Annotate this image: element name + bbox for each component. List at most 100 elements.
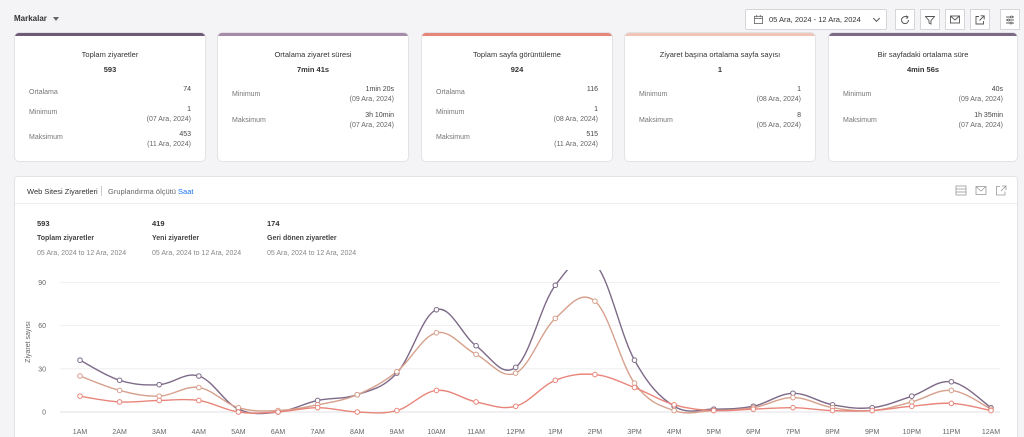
data-point[interactable] bbox=[473, 351, 479, 358]
row-value: 1 bbox=[594, 106, 598, 113]
data-point[interactable] bbox=[314, 404, 321, 411]
x-tick-label: 11PM bbox=[943, 429, 961, 436]
data-point[interactable] bbox=[710, 407, 717, 414]
data-point[interactable] bbox=[156, 381, 163, 388]
data-point[interactable] bbox=[948, 400, 955, 407]
data-point[interactable] bbox=[77, 393, 83, 399]
export-button[interactable] bbox=[970, 9, 990, 30]
kpi-range: 05 Ara, 2024 to 12 Ara, 2024 bbox=[267, 250, 357, 257]
x-axis-ticks: 1AM 2AM 3AM 4AM 5AM 6AM 7AM 8AM 9AM 10AM 11AM 12PM 1… bbox=[73, 429, 1001, 436]
x-tick-label: 8PM bbox=[825, 429, 840, 436]
row-value: 1min 20s bbox=[365, 86, 394, 93]
data-point[interactable] bbox=[948, 387, 955, 394]
data-point[interactable] bbox=[790, 394, 796, 401]
data-point[interactable] bbox=[473, 342, 479, 349]
x-tick-label: 11AM bbox=[467, 429, 485, 436]
settings-button[interactable] bbox=[1000, 9, 1020, 30]
card-accent-bar bbox=[218, 33, 408, 36]
x-tick-label: 9PM bbox=[865, 429, 880, 436]
data-point[interactable] bbox=[908, 403, 915, 410]
data-point[interactable] bbox=[631, 384, 638, 391]
x-tick-label: 1AM bbox=[73, 429, 88, 436]
data-point[interactable] bbox=[948, 378, 955, 385]
data-point[interactable] bbox=[196, 384, 202, 391]
data-point[interactable] bbox=[394, 407, 400, 414]
data-point[interactable] bbox=[196, 397, 202, 404]
data-point[interactable] bbox=[394, 368, 400, 375]
x-tick-label: 10PM bbox=[903, 429, 921, 436]
x-tick-label: 9AM bbox=[390, 429, 405, 436]
data-point[interactable] bbox=[275, 409, 281, 415]
x-tick-label: 1PM bbox=[548, 429, 563, 436]
data-point[interactable] bbox=[592, 371, 598, 378]
x-tick-label: 12PM bbox=[507, 429, 525, 436]
data-point[interactable] bbox=[512, 370, 519, 376]
data-point[interactable] bbox=[552, 315, 559, 322]
data-point[interactable] bbox=[196, 373, 202, 379]
row-label: Maksimum bbox=[232, 117, 266, 124]
row-date: (07 Ara, 2024) bbox=[958, 122, 1003, 129]
data-point[interactable] bbox=[433, 306, 440, 313]
series-line-0 bbox=[79, 270, 992, 415]
email-button[interactable] bbox=[945, 9, 965, 30]
card-title: Toplam ziyaretler bbox=[81, 50, 139, 59]
data-point[interactable] bbox=[354, 391, 361, 398]
data-point[interactable] bbox=[552, 282, 559, 289]
data-point[interactable] bbox=[116, 377, 123, 384]
data-point[interactable] bbox=[552, 377, 559, 384]
row-value: 3h 10min bbox=[365, 112, 394, 119]
chevron-down-icon bbox=[872, 14, 881, 23]
data-point[interactable] bbox=[512, 364, 519, 371]
mail-icon[interactable] bbox=[975, 185, 987, 196]
data-point[interactable] bbox=[77, 373, 83, 379]
kpi-value: 419 bbox=[152, 219, 165, 228]
row-label: Maksimum bbox=[436, 134, 470, 141]
data-point[interactable] bbox=[433, 330, 440, 336]
data-point[interactable] bbox=[592, 298, 598, 304]
stat-card-total-visits: Toplam ziyaretler 593 Ortalama 74 Minimu… bbox=[14, 32, 206, 162]
data-point[interactable] bbox=[631, 357, 638, 363]
data-point[interactable] bbox=[354, 409, 361, 415]
data-point[interactable] bbox=[869, 407, 875, 414]
data-point[interactable] bbox=[116, 399, 123, 405]
card-value: 7min 41s bbox=[296, 65, 330, 74]
data-point[interactable] bbox=[473, 399, 479, 405]
row-value: 515 bbox=[586, 131, 598, 138]
card-title: Bir sayfadaki ortalama süre bbox=[877, 50, 969, 59]
brand-label: Markalar bbox=[14, 14, 47, 23]
row-date: (09 Ara, 2024) bbox=[349, 96, 394, 103]
card-accent-bar bbox=[625, 33, 815, 36]
data-point[interactable] bbox=[77, 357, 83, 363]
data-point[interactable] bbox=[116, 387, 123, 394]
data-point[interactable] bbox=[235, 409, 242, 415]
row-value: 1 bbox=[797, 86, 801, 93]
data-point[interactable] bbox=[671, 402, 677, 408]
data-point[interactable] bbox=[829, 407, 836, 414]
data-point[interactable] bbox=[750, 406, 757, 412]
grouping-value-link[interactable]: Saat bbox=[178, 187, 194, 196]
x-tick-label: 7PM bbox=[786, 429, 801, 436]
series-line-1 bbox=[79, 296, 992, 414]
sliders-icon bbox=[1006, 15, 1014, 24]
filter-button[interactable] bbox=[920, 9, 940, 30]
x-tick-label: 4PM bbox=[667, 429, 682, 436]
mail-icon bbox=[950, 15, 960, 24]
refresh-button[interactable] bbox=[895, 9, 915, 30]
export-icon[interactable] bbox=[995, 185, 1007, 196]
data-point[interactable] bbox=[156, 397, 163, 404]
brand-selector[interactable]: Markalar bbox=[14, 14, 59, 23]
table-icon[interactable] bbox=[955, 185, 967, 196]
data-point[interactable] bbox=[433, 387, 440, 394]
panel-header: Web Sitesi Ziyaretleri Gruplandırma ölçü… bbox=[15, 177, 1017, 204]
data-point[interactable] bbox=[790, 404, 796, 411]
date-range-picker[interactable]: 05 Ara, 2024 - 12 Ara, 2024 bbox=[745, 9, 887, 30]
data-point[interactable] bbox=[671, 407, 677, 414]
card-title: Ziyaret başına ortalama sayfa sayısı bbox=[659, 50, 781, 59]
card-title: Ortalama ziyaret süresi bbox=[274, 50, 352, 59]
data-point[interactable] bbox=[512, 403, 519, 410]
data-point[interactable] bbox=[908, 393, 915, 399]
row-label: Minimum bbox=[29, 109, 58, 116]
data-point[interactable] bbox=[988, 407, 994, 414]
kpi-new-visits: 419 Yeni ziyaretler 05 Ara, 2024 to 12 A… bbox=[152, 219, 241, 257]
